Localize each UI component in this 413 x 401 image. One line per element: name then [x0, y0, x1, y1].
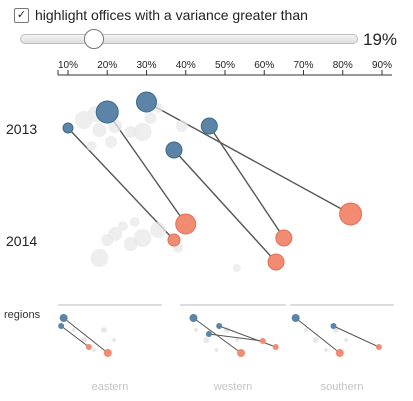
region-background-point	[101, 327, 108, 333]
region-label: western	[213, 381, 253, 393]
region-connector-line	[208, 333, 263, 342]
region-background-point	[323, 348, 328, 352]
x-tick-label: 30%	[136, 60, 156, 71]
region-point-2014	[375, 344, 382, 350]
region-point-2013	[58, 323, 65, 329]
region-connector-line	[60, 325, 90, 348]
slider-track[interactable]	[20, 34, 358, 44]
background-point-2014	[129, 217, 140, 227]
region-point-2014	[103, 349, 112, 357]
x-tick-label: 70%	[293, 60, 313, 71]
highlight-point-2014	[267, 253, 285, 271]
background-point-2014	[117, 221, 128, 231]
highlight-point-2014	[167, 233, 181, 247]
region-connector-line	[63, 317, 109, 354]
connector-line	[208, 125, 285, 239]
x-tick-label: 50%	[215, 60, 235, 71]
row-label-2014: 2014	[6, 233, 37, 249]
region-point-2013	[205, 331, 212, 337]
highlight-point-2013	[95, 100, 119, 124]
background-point-2013	[175, 120, 188, 132]
region-background-point	[344, 338, 349, 342]
highlight-point-2013	[200, 117, 218, 135]
x-tick-label: 10%	[58, 60, 78, 71]
threshold-value: 19%	[363, 30, 398, 49]
region-background-point	[214, 348, 219, 352]
regions-title: regions	[4, 309, 41, 321]
x-tick-label: 80%	[333, 60, 353, 71]
background-point-2013	[124, 126, 137, 138]
region-point-2014	[335, 349, 344, 357]
region-background-point	[312, 337, 319, 343]
x-tick-label: 40%	[176, 60, 196, 71]
region-point-2013	[291, 314, 300, 322]
background-point-2013	[92, 123, 107, 137]
region-point-2013	[216, 323, 223, 329]
background-point-2014	[133, 229, 152, 247]
background-point-2013	[86, 141, 97, 151]
highlight-point-2013	[62, 122, 74, 134]
region-point-2014	[272, 344, 279, 350]
x-tick-label: 20%	[97, 60, 117, 71]
connector-line	[146, 101, 351, 215]
region-background-point	[235, 338, 240, 342]
background-point-2013	[144, 112, 157, 124]
region-background-point	[203, 337, 210, 343]
region-label: eastern	[92, 381, 129, 393]
background-point-2014	[232, 264, 241, 272]
highlight-point-2014	[275, 229, 293, 247]
connector-line	[173, 149, 277, 263]
region-background-point	[112, 338, 117, 342]
background-point-2013	[133, 123, 152, 141]
highlight-checkbox[interactable]: ✓	[14, 7, 29, 23]
highlight-point-2014	[339, 202, 363, 226]
region-background-point	[71, 328, 76, 332]
highlight-point-2013	[136, 91, 157, 113]
x-tick-label: 60%	[254, 60, 274, 71]
background-point-2014	[101, 234, 114, 246]
region-connector-line	[219, 325, 276, 348]
highlight-toggle[interactable]: ✓ highlight offices with a variance grea…	[14, 6, 308, 24]
highlight-point-2014	[175, 213, 197, 235]
x-tick-label: 90%	[372, 60, 392, 71]
region-background-point	[91, 348, 96, 352]
region-point-2014	[237, 349, 246, 357]
background-point-2013	[105, 136, 118, 148]
background-point-2014	[90, 249, 109, 267]
region-background-point	[303, 328, 308, 332]
region-point-2013	[59, 314, 68, 322]
connector-line	[106, 111, 187, 225]
region-point-2013	[189, 314, 198, 322]
variance-threshold-slider[interactable]	[20, 29, 358, 49]
region-point-2014	[259, 338, 266, 344]
region-point-2013	[330, 323, 337, 329]
region-point-2014	[85, 344, 92, 350]
row-label-2013: 2013	[6, 121, 37, 137]
region-background-point	[194, 328, 199, 332]
highlight-point-2013	[165, 141, 183, 159]
region-label: southern	[321, 381, 364, 393]
background-point-2014	[150, 222, 167, 238]
highlight-checkbox-label: highlight offices with a variance greate…	[35, 7, 308, 23]
connector-line	[67, 127, 175, 241]
region-connector-line	[295, 317, 341, 354]
slider-thumb[interactable]	[84, 29, 105, 49]
region-connector-line	[333, 325, 380, 348]
